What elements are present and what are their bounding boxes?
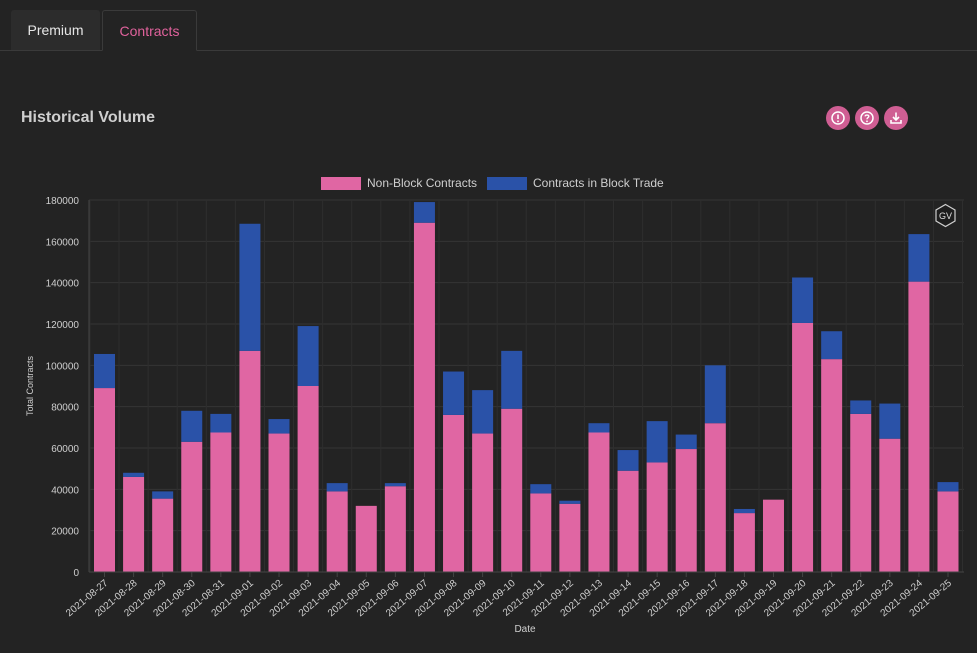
bar-non-block bbox=[181, 441, 203, 572]
bar-block-trade bbox=[588, 423, 610, 433]
tab-bar: Premium Contracts bbox=[0, 0, 977, 51]
bar-block-trade bbox=[94, 353, 115, 389]
bar-block-trade bbox=[210, 413, 232, 433]
y-tick-label: 180000 bbox=[46, 196, 80, 207]
y-tick-label: 100000 bbox=[46, 361, 80, 372]
help-button[interactable] bbox=[855, 106, 879, 130]
help-icon bbox=[860, 111, 874, 125]
bar-non-block bbox=[762, 499, 784, 572]
bar-non-block bbox=[501, 408, 523, 572]
bar-block-trade bbox=[326, 483, 348, 492]
y-tick-label: 0 bbox=[73, 568, 79, 579]
bar-non-block bbox=[704, 423, 726, 572]
bar-block-trade bbox=[472, 390, 494, 434]
bar-block-trade bbox=[617, 450, 639, 471]
bar-non-block bbox=[850, 413, 872, 572]
y-tick-label: 60000 bbox=[51, 444, 79, 455]
bar-non-block bbox=[326, 491, 348, 572]
bar-block-trade bbox=[704, 365, 726, 424]
bar-block-trade bbox=[501, 350, 523, 409]
legend-swatch-non-block bbox=[321, 177, 361, 190]
bar-non-block bbox=[937, 491, 959, 572]
bar-block-trade bbox=[530, 484, 552, 494]
bar-non-block bbox=[443, 414, 465, 572]
bar-non-block bbox=[239, 350, 261, 572]
gv-logo: GV bbox=[935, 203, 956, 228]
y-tick-label: 160000 bbox=[46, 237, 80, 248]
bar-non-block bbox=[152, 498, 174, 572]
y-tick-label: 40000 bbox=[51, 485, 79, 496]
bar-non-block bbox=[588, 432, 610, 572]
bar-block-trade bbox=[443, 371, 465, 415]
bar-non-block bbox=[210, 432, 232, 572]
bar-non-block bbox=[355, 505, 377, 572]
bar-block-trade bbox=[879, 403, 901, 439]
bar-non-block bbox=[675, 449, 697, 572]
info-button[interactable] bbox=[826, 106, 850, 130]
section-title: Historical Volume bbox=[21, 109, 155, 126]
bar-non-block bbox=[646, 462, 668, 572]
bar-non-block bbox=[879, 438, 901, 572]
bar-block-trade bbox=[937, 482, 959, 492]
bar-non-block bbox=[821, 359, 843, 572]
bar-non-block bbox=[413, 222, 435, 572]
legend-label-block-trade: Contracts in Block Trade bbox=[533, 176, 664, 190]
bar-block-trade bbox=[268, 419, 290, 434]
x-axis-title: Date bbox=[514, 624, 536, 635]
info-icon bbox=[831, 111, 845, 125]
bar-non-block bbox=[792, 322, 814, 572]
bar-block-trade bbox=[239, 223, 261, 351]
bar-non-block bbox=[384, 486, 406, 572]
tab-premium[interactable]: Premium bbox=[11, 10, 100, 50]
bar-block-trade bbox=[733, 508, 755, 514]
bar-block-trade bbox=[152, 491, 174, 499]
bar-block-trade bbox=[792, 277, 814, 323]
legend-label-non-block: Non-Block Contracts bbox=[367, 176, 477, 190]
bar-non-block bbox=[559, 503, 581, 572]
tab-contracts[interactable]: Contracts bbox=[102, 10, 197, 51]
download-icon bbox=[890, 112, 902, 124]
y-axis-title: Total Contracts bbox=[25, 355, 35, 416]
bar-non-block bbox=[733, 513, 755, 572]
svg-text:GV: GV bbox=[939, 211, 952, 221]
bar-block-trade bbox=[675, 434, 697, 450]
download-button[interactable] bbox=[884, 106, 908, 130]
y-tick-label: 140000 bbox=[46, 279, 80, 290]
bar-block-trade bbox=[850, 400, 872, 414]
bar-block-trade bbox=[413, 202, 435, 223]
bar-non-block bbox=[297, 386, 319, 572]
bar-non-block bbox=[617, 470, 639, 572]
bar-non-block bbox=[123, 476, 145, 572]
bar-block-trade bbox=[821, 331, 843, 360]
y-tick-label: 120000 bbox=[46, 320, 80, 331]
bar-block-trade bbox=[646, 421, 668, 463]
bar-block-trade bbox=[908, 234, 930, 282]
bar-block-trade bbox=[123, 472, 145, 477]
bar-block-trade bbox=[297, 326, 319, 386]
historical-volume-chart: Non-Block Contracts Contracts in Block Tr… bbox=[25, 176, 964, 635]
bar-non-block bbox=[472, 433, 494, 572]
bar-block-trade bbox=[384, 483, 406, 487]
y-tick-label: 20000 bbox=[51, 527, 79, 538]
bar-non-block bbox=[530, 493, 552, 572]
bar-non-block bbox=[908, 281, 930, 572]
bar-non-block bbox=[268, 433, 290, 572]
legend-swatch-block-trade bbox=[487, 177, 527, 190]
y-tick-label: 80000 bbox=[51, 403, 79, 414]
bar-non-block bbox=[94, 388, 115, 572]
bar-block-trade bbox=[559, 500, 581, 504]
bar-block-trade bbox=[181, 410, 203, 442]
